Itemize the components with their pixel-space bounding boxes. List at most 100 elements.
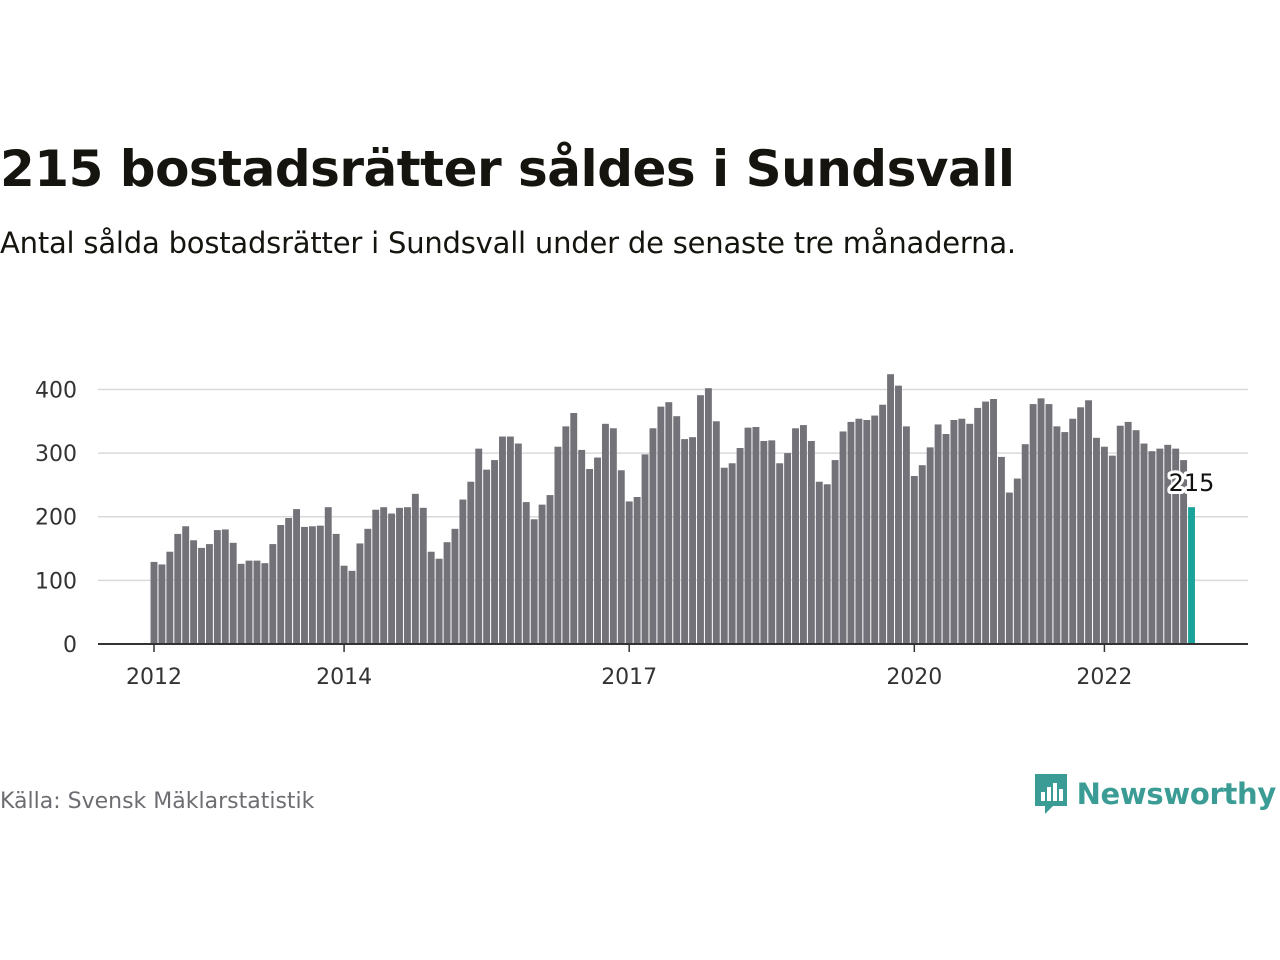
bar <box>720 467 728 644</box>
bar <box>950 420 958 644</box>
bar <box>895 385 902 644</box>
bar <box>704 388 712 644</box>
bar <box>1156 448 1164 644</box>
bar <box>483 469 491 644</box>
bar <box>926 447 934 644</box>
bar <box>990 399 997 644</box>
bar <box>332 533 340 644</box>
bar <box>277 525 285 644</box>
bar <box>261 563 269 644</box>
bar <box>158 564 166 644</box>
bar <box>1124 421 1132 644</box>
bar <box>697 395 704 644</box>
bar <box>910 476 918 644</box>
bar <box>831 460 839 644</box>
bar <box>324 507 332 644</box>
brand-name: Newsworthy <box>1076 777 1277 811</box>
bar <box>229 542 237 644</box>
bar <box>190 540 198 644</box>
bar <box>546 495 554 644</box>
bar <box>1100 446 1108 644</box>
source-note: Källa: Svensk Mäklarstatistik <box>0 789 315 814</box>
bar <box>182 526 190 644</box>
bar <box>673 416 681 644</box>
bar <box>966 423 974 644</box>
bar <box>459 499 467 644</box>
bar <box>1061 432 1069 644</box>
bar <box>308 526 316 644</box>
bar <box>982 401 990 644</box>
bar <box>1140 443 1148 644</box>
bar <box>475 448 483 644</box>
bar-highlight <box>1188 507 1195 644</box>
bar <box>388 513 396 644</box>
bar <box>815 481 823 644</box>
bar <box>847 421 855 644</box>
bar <box>427 551 435 644</box>
bar <box>285 518 293 644</box>
bar <box>166 551 174 644</box>
bar <box>205 544 213 644</box>
bar-chart: 0 100 200 300 400 2012 2014 2017 2020 2022 215 <box>35 374 1248 690</box>
bar <box>198 547 205 644</box>
bar <box>609 428 617 644</box>
bar <box>776 463 784 644</box>
bar <box>1021 444 1029 644</box>
y-tick-label: 100 <box>35 569 77 594</box>
bar <box>689 437 697 644</box>
bar <box>570 413 578 644</box>
bar <box>348 570 356 644</box>
bar <box>514 443 522 644</box>
bar <box>784 453 792 644</box>
bar <box>633 497 641 644</box>
page-subtitle: Antal sålda bostadsrätter i Sundsvall un… <box>0 226 1016 260</box>
bar <box>879 404 887 644</box>
bar <box>1180 460 1188 644</box>
bar <box>506 436 514 644</box>
bar <box>1108 455 1116 644</box>
bar <box>451 528 459 644</box>
bar <box>958 418 966 644</box>
bar <box>601 423 609 644</box>
bar <box>799 425 807 644</box>
bar <box>918 465 926 644</box>
bar <box>594 457 601 644</box>
bar <box>657 406 665 644</box>
newsworthy-logo-icon <box>1034 774 1067 814</box>
bar <box>419 507 427 644</box>
bar <box>1045 404 1053 644</box>
bar <box>681 439 689 644</box>
y-tick-label: 300 <box>35 442 77 467</box>
bar <box>1148 451 1156 644</box>
bar <box>997 456 1005 644</box>
bar <box>641 454 649 644</box>
bar <box>340 565 348 644</box>
bar <box>665 402 673 644</box>
bar <box>1172 448 1180 644</box>
bar <box>1093 437 1100 644</box>
bar <box>174 533 182 644</box>
bar <box>728 463 736 644</box>
bar <box>902 426 910 644</box>
bar <box>1013 478 1021 644</box>
bar <box>934 424 942 644</box>
bar <box>150 561 158 644</box>
bar <box>736 448 744 644</box>
bar <box>213 530 221 644</box>
y-tick-label: 200 <box>35 506 77 531</box>
bar <box>578 449 586 644</box>
bar <box>562 426 570 644</box>
bar <box>1005 492 1013 644</box>
x-tick-label: 2020 <box>886 665 942 690</box>
bar <box>792 428 799 644</box>
bar <box>649 428 657 644</box>
bar <box>530 519 538 644</box>
bar <box>403 507 411 644</box>
brand-logo: Newsworthy <box>1033 772 1276 816</box>
bar <box>301 526 308 644</box>
y-tick-label: 0 <box>63 633 77 658</box>
bar <box>467 481 475 644</box>
bar <box>887 374 895 644</box>
y-tick-label: 400 <box>35 378 77 403</box>
bar <box>752 427 760 644</box>
